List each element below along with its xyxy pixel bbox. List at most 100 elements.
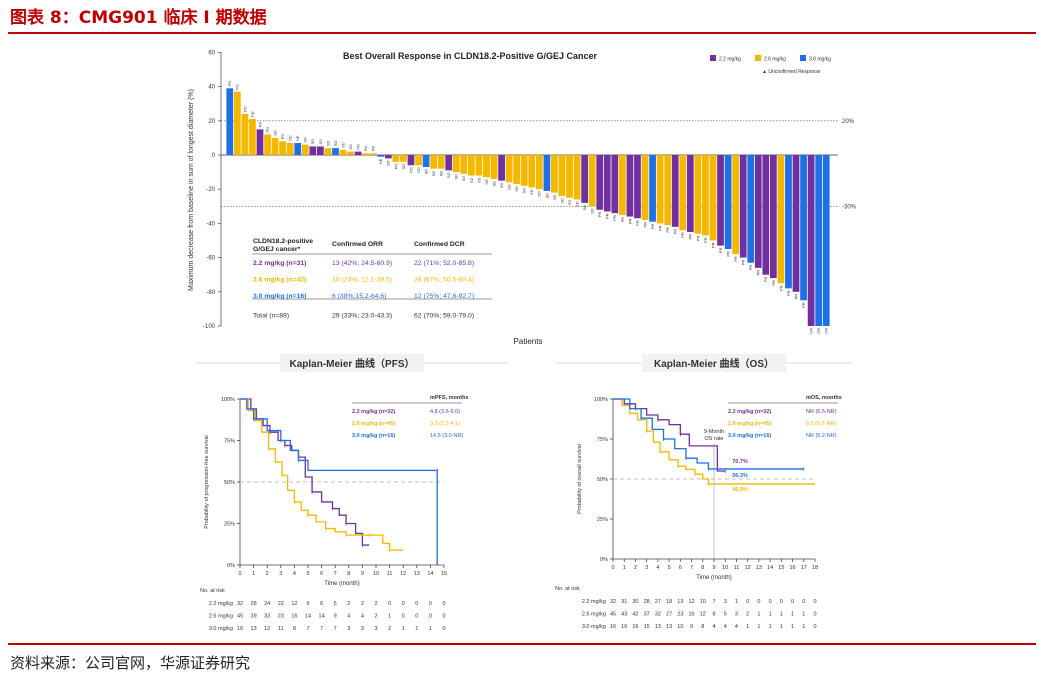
waterfall-response-label: SD	[310, 139, 315, 145]
waterfall-bar	[762, 155, 770, 275]
km-risk-value: 10	[677, 624, 683, 630]
km-y-tick-label: 50%	[224, 480, 235, 486]
waterfall-y-tick-label: -40	[206, 221, 215, 227]
waterfall-response-label: NE	[378, 158, 383, 164]
waterfall-y-tick-label: 60	[208, 50, 215, 56]
waterfall-response-label: CR	[816, 328, 821, 334]
waterfall-bar	[415, 155, 422, 166]
waterfall-bar	[792, 155, 800, 292]
waterfall-response-label: PR	[688, 234, 693, 240]
km-risk-value: 0	[802, 599, 805, 605]
waterfall-response-label: SD	[559, 198, 564, 204]
waterfall-response-label: SD	[529, 189, 534, 195]
waterfall-bar	[241, 113, 249, 155]
table-dcr-cell: 62 (70%; 59.0-79.0)	[414, 313, 474, 320]
waterfall-response-label: PD	[408, 167, 413, 173]
km-x-tick-label: 10	[722, 565, 728, 571]
km-y-tick-label: 75%	[597, 437, 608, 443]
km-risk-header: No. at risk	[200, 588, 225, 594]
km-risk-label: 2.2 mg/kg	[582, 599, 606, 605]
figure-title: 图表 8：CMG901 临床 I 期数据	[10, 8, 267, 28]
km-x-tick-label: 16	[789, 565, 795, 571]
km-curve	[240, 398, 404, 551]
waterfall-response-label: SD	[507, 184, 512, 190]
waterfall-bar	[634, 155, 641, 219]
km-legend-median: 3.3 (2.2-4.1)	[430, 421, 460, 427]
waterfall-bar	[271, 137, 279, 155]
km-risk-value: 16	[621, 624, 627, 630]
km-risk-value: 1	[791, 612, 794, 618]
km-risk-value: 14	[319, 614, 325, 620]
waterfall-bar	[354, 151, 362, 155]
km-x-tick-label: 8	[701, 565, 704, 571]
waterfall-bar	[392, 155, 400, 162]
km-y-tick-label: 25%	[597, 517, 608, 523]
km-x-tick-label: 0	[238, 571, 241, 577]
waterfall-response-label: SD	[484, 179, 489, 185]
waterfall-bar	[535, 155, 543, 190]
km-legend-median: NR (6.5-NR)	[806, 409, 837, 415]
waterfall-y-tick-label: -80	[206, 290, 215, 296]
km-risk-value: 0	[757, 599, 760, 605]
km-curve	[240, 398, 370, 546]
waterfall-bar	[717, 155, 724, 246]
km-risk-value: 32	[655, 612, 661, 618]
km-x-tick-label: 11	[734, 565, 740, 571]
waterfall-bar	[475, 155, 483, 176]
waterfall-response-label: PR	[673, 229, 678, 235]
km-risk-value: 14	[305, 614, 311, 620]
waterfall-bar	[603, 155, 611, 212]
km-risk-value: 1	[802, 624, 805, 630]
km-legend-median: 14.5 (3.0-NR)	[430, 433, 463, 439]
km-risk-value: 16	[610, 624, 616, 630]
waterfall-response-label: SD	[318, 139, 323, 145]
km-risk-value: 1	[746, 624, 749, 630]
waterfall-reference-label: -30%	[842, 204, 857, 210]
km-x-tick-label: 3	[645, 565, 648, 571]
km-risk-value: 1	[769, 612, 772, 618]
km-risk-value: 2	[388, 626, 391, 632]
waterfall-response-label: SD	[522, 188, 527, 194]
km-risk-label: 2.6 mg/kg	[209, 614, 233, 620]
km-risk-value: 39	[251, 614, 257, 620]
waterfall-response-label: SD	[567, 200, 572, 206]
km-risk-value: 0	[813, 612, 816, 618]
waterfall-response-label: PR	[718, 248, 723, 254]
km-risk-value: 0	[442, 626, 445, 632]
waterfall-bar	[558, 155, 566, 197]
km-x-tick-label: 14	[427, 571, 433, 577]
km-risk-value: 16	[291, 614, 297, 620]
km-risk-value: 28	[251, 601, 257, 607]
km-x-tick-label: 9	[712, 565, 715, 571]
waterfall-response-label: PD	[356, 144, 361, 150]
waterfall-bar	[377, 155, 385, 157]
waterfall-response-label: PD	[242, 106, 247, 112]
waterfall-y-tick-label: 0	[212, 153, 216, 159]
km-curve	[613, 398, 815, 485]
km-risk-value: 2	[347, 601, 350, 607]
km-legend-name: 2.2 mg/kg (n=32)	[728, 409, 771, 415]
waterfall-response-label: PR	[605, 213, 610, 219]
waterfall-bar	[747, 155, 755, 263]
waterfall-response-label: SD	[590, 208, 595, 214]
waterfall-response-label: SD	[469, 177, 474, 183]
km-risk-value: 0	[813, 624, 816, 630]
km-curve	[613, 398, 804, 470]
table-orr-cell: 10 (24%; 12.1-39.5)	[332, 277, 392, 284]
km-risk-value: 6	[320, 601, 323, 607]
km-risk-value: 1	[415, 626, 418, 632]
km-x-tick-label: 4	[656, 565, 659, 571]
waterfall-legend-label: 3.0 mg/kg	[809, 57, 831, 63]
waterfall-bar	[566, 155, 573, 198]
waterfall-bar	[460, 155, 468, 174]
waterfall-bar	[490, 155, 498, 179]
km-y-tick-label: 50%	[597, 477, 608, 483]
km-risk-value: 27	[666, 612, 672, 618]
km-risk-value: 27	[655, 599, 661, 605]
waterfall-response-label: PR	[620, 217, 625, 223]
waterfall-bar	[664, 155, 672, 226]
km-risk-value: 2	[746, 612, 749, 618]
waterfall-response-label: SD	[416, 167, 421, 173]
waterfall-bar	[513, 155, 521, 185]
km-risk-value: 0	[769, 599, 772, 605]
